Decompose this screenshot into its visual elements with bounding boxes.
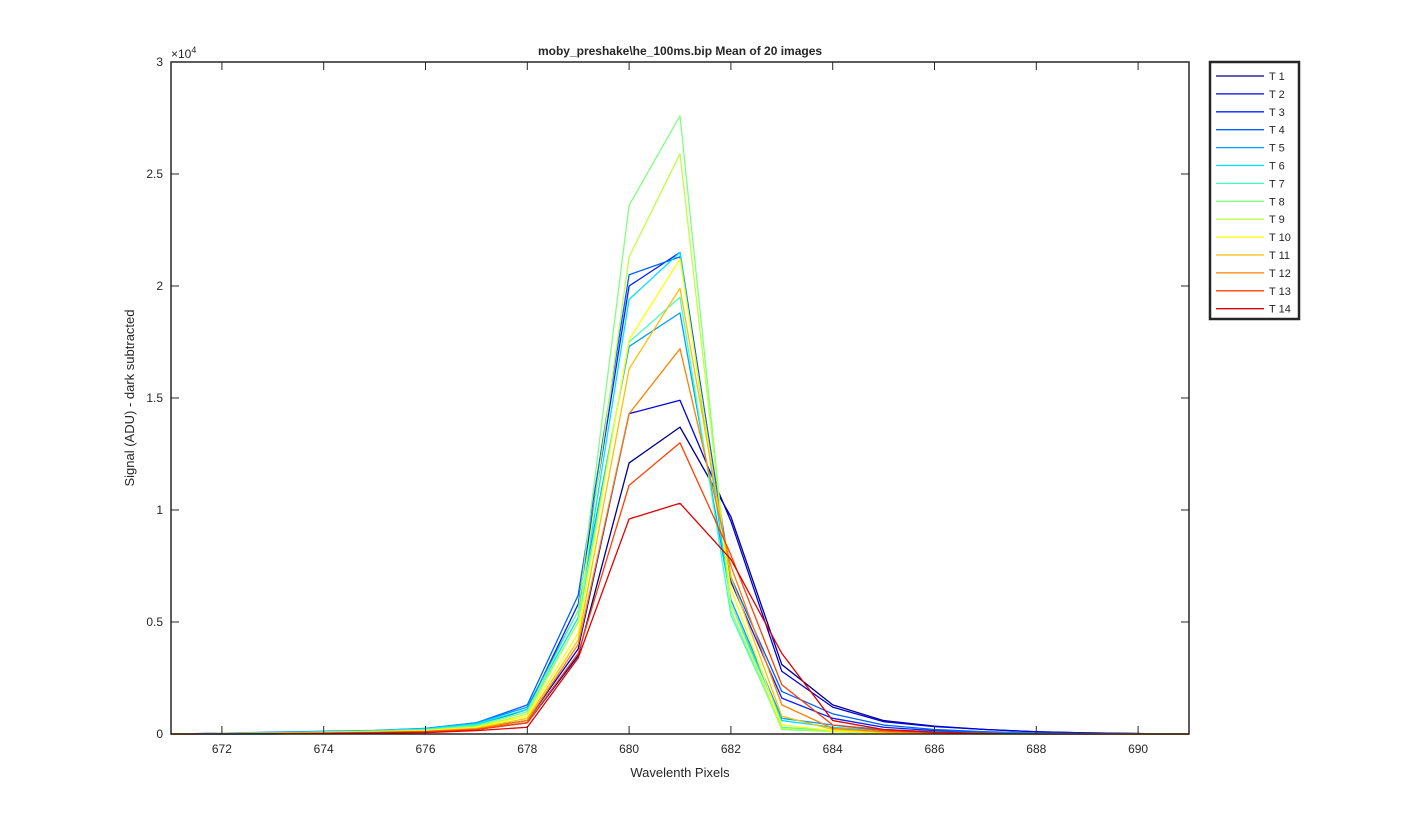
y-tick-label-1: 0.5 — [146, 615, 163, 629]
x-tick-label-2: 676 — [415, 742, 435, 756]
chart-title: moby_preshake\he_100ms.bip Mean of 20 im… — [538, 44, 822, 58]
x-tick-label-4: 680 — [619, 742, 639, 756]
legend-items: T 1 T 2 T 3 T 4 T 5 T 6 T 7 T 8 T 9 T 10 T 11 T 12 T… — [1216, 71, 1291, 316]
legend-label-10: T 10 — [1269, 232, 1291, 244]
legend-label-7: T 7 — [1269, 178, 1285, 190]
legend-label-12: T 12 — [1269, 268, 1291, 280]
legend-label-8: T 8 — [1269, 196, 1285, 208]
plot-frame — [170, 61, 1190, 735]
legend: T 1 T 2 T 3 T 4 T 5 T 6 T 7 T 8 T 9 T 10 T 11 T 12 T… — [1208, 60, 1301, 321]
legend-label-3: T 3 — [1269, 107, 1285, 119]
y-tick-label-3: 1.5 — [146, 391, 163, 405]
y-axis-label: Signal (ADU) - dark subtracted — [122, 309, 137, 486]
legend-label-5: T 5 — [1269, 143, 1285, 155]
legend-label-14: T 14 — [1269, 304, 1291, 316]
y-tick-label-0: 0 — [156, 727, 163, 741]
legend-box — [1208, 60, 1301, 321]
x-tick-label-7: 686 — [924, 742, 944, 756]
y-multiplier-exponent: 4 — [191, 45, 196, 55]
y-axis-multiplier: ×104 — [171, 45, 196, 61]
y-multiplier-base: ×10 — [171, 47, 192, 61]
x-tick-label-3: 678 — [517, 742, 537, 756]
x-tick-label-0: 672 — [212, 742, 232, 756]
x-tick-label-5: 682 — [721, 742, 741, 756]
y-tick-label-4: 2 — [156, 279, 163, 293]
legend-label-11: T 11 — [1269, 250, 1290, 262]
x-tick-label-6: 684 — [823, 742, 843, 756]
ticks-layer: 672 674 676 678 680 682 684 686 688 690 0 0.5 1 1.5 2 2… — [146, 55, 1189, 756]
x-axis-label: Wavelenth Pixels — [630, 765, 730, 780]
y-tick-label-2: 1 — [156, 503, 163, 517]
x-tick-label-8: 688 — [1026, 742, 1046, 756]
legend-label-2: T 2 — [1269, 89, 1285, 101]
y-tick-label-5: 2.5 — [146, 167, 163, 181]
plot-area — [171, 62, 1189, 734]
x-tick-label-9: 690 — [1128, 742, 1148, 756]
y-tick-label-6: 3 — [156, 55, 163, 69]
legend-label-1: T 1 — [1269, 71, 1285, 83]
x-tick-label-1: 674 — [314, 742, 334, 756]
legend-label-13: T 13 — [1269, 286, 1291, 298]
legend-label-9: T 9 — [1269, 214, 1285, 226]
legend-label-4: T 4 — [1269, 125, 1285, 137]
legend-label-6: T 6 — [1269, 161, 1285, 173]
